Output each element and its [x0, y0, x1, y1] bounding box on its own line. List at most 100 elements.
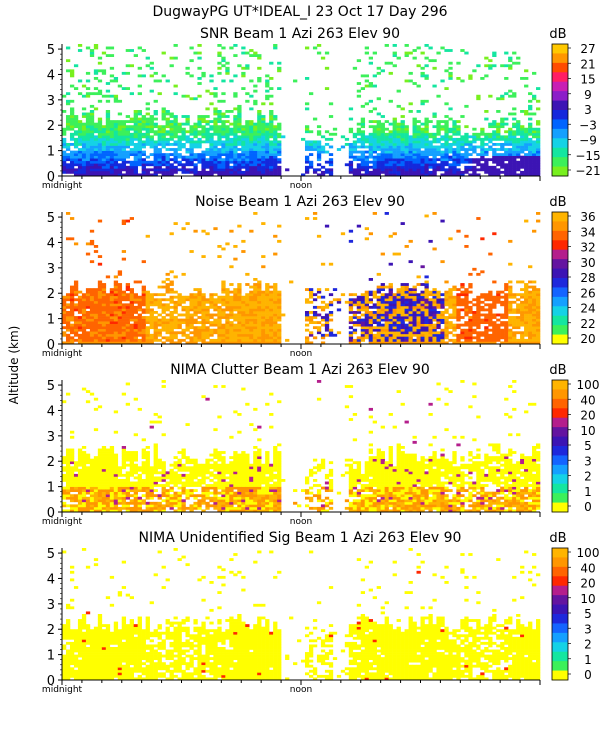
heat-cell — [169, 168, 174, 172]
heat-cell — [201, 173, 206, 177]
heat-cell — [73, 293, 79, 297]
heat-cell — [480, 127, 485, 131]
heat-cell — [129, 318, 134, 322]
heat-cell — [464, 311, 469, 314]
heat-cell — [520, 127, 525, 131]
heat-cell — [233, 308, 238, 312]
heat-cell — [472, 127, 477, 131]
heat-cell — [121, 145, 127, 149]
heat-cell — [520, 155, 525, 159]
heat-cell — [396, 303, 401, 307]
heat-cell — [304, 288, 310, 291]
heat-cell — [133, 173, 138, 177]
heat-cell — [89, 110, 95, 113]
heat-cell — [85, 87, 91, 90]
heat-cell — [400, 295, 405, 299]
heat-cell — [169, 328, 174, 332]
heat-cell — [360, 333, 366, 337]
heat-cell — [480, 295, 485, 299]
heat-cell — [81, 504, 87, 508]
heat-cell — [416, 303, 421, 307]
heat-cell — [157, 127, 162, 131]
heat-cell — [528, 168, 533, 172]
heat-cell — [77, 494, 83, 498]
heat-cell — [109, 160, 115, 164]
heat-cell — [408, 341, 413, 345]
heat-cell — [524, 290, 529, 294]
heat-cell — [452, 173, 457, 177]
heat-cell — [73, 484, 79, 487]
heat-cell — [376, 120, 381, 123]
heat-cell — [304, 158, 310, 162]
heat-cell — [229, 79, 234, 83]
heat-cell — [408, 143, 413, 146]
heat-cell — [213, 300, 218, 304]
heat-cell — [125, 316, 131, 319]
heat-cell — [404, 153, 409, 156]
heat-cell — [372, 311, 377, 314]
heat-cell — [536, 135, 541, 139]
heat-cell — [213, 305, 218, 309]
heat-cell — [245, 64, 250, 68]
heat-cell — [85, 338, 91, 342]
heat-cell — [428, 303, 433, 307]
heat-cell — [133, 54, 138, 57]
heat-cell — [205, 140, 210, 144]
heat-cell — [396, 155, 401, 159]
heat-cell — [109, 333, 115, 337]
heat-cell — [456, 336, 461, 340]
heat-cell — [536, 308, 541, 312]
heat-cell — [396, 300, 401, 304]
heat-cell — [265, 288, 270, 291]
heat-cell — [508, 132, 513, 136]
heat-cell — [532, 158, 537, 162]
heat-cell — [65, 461, 71, 465]
heat-cell — [221, 168, 226, 172]
heat-cell — [528, 303, 533, 307]
heat-cell — [380, 341, 385, 345]
heat-cell — [65, 473, 71, 477]
heat-cell — [432, 145, 437, 149]
heat-cell — [137, 150, 142, 154]
heat-cell — [81, 338, 87, 342]
heat-cell — [400, 145, 405, 149]
heat-cell — [492, 300, 497, 304]
heat-cell — [273, 305, 278, 309]
heat-cell — [384, 165, 389, 169]
heat-cell — [516, 155, 521, 159]
heat-cell — [217, 318, 222, 322]
heat-cell — [408, 305, 413, 309]
heat-cell — [520, 295, 525, 299]
heat-cell — [177, 321, 182, 324]
heat-cell — [237, 153, 242, 156]
heat-cell — [492, 135, 497, 139]
heat-cell — [125, 145, 131, 149]
heat-cell — [536, 219, 541, 223]
heat-cell — [113, 313, 119, 317]
heat-cell — [516, 341, 521, 345]
heat-cell — [269, 318, 274, 322]
colorbar-label: 22 — [580, 317, 595, 331]
heat-cell — [253, 140, 258, 144]
heat-cell — [536, 148, 541, 151]
heat-cell — [233, 145, 238, 149]
heat-cell — [312, 313, 318, 317]
heat-cell — [93, 323, 99, 327]
heat-cell — [233, 170, 238, 174]
heat-cell — [217, 125, 222, 129]
heat-cell — [536, 303, 541, 307]
heat-cell — [177, 122, 182, 126]
heat-cell — [304, 313, 310, 317]
heat-cell — [245, 283, 250, 286]
heat-cell — [73, 489, 79, 492]
heat-cell — [408, 110, 413, 113]
heat-cell — [205, 300, 210, 304]
heat-cell — [249, 107, 254, 111]
heat-cell — [69, 132, 75, 136]
heat-cell — [472, 336, 477, 340]
heat-cell — [253, 308, 258, 312]
heat-cell — [528, 170, 533, 174]
heat-cell — [121, 323, 127, 327]
heat-cell — [396, 163, 401, 167]
heat-cell — [69, 107, 75, 111]
